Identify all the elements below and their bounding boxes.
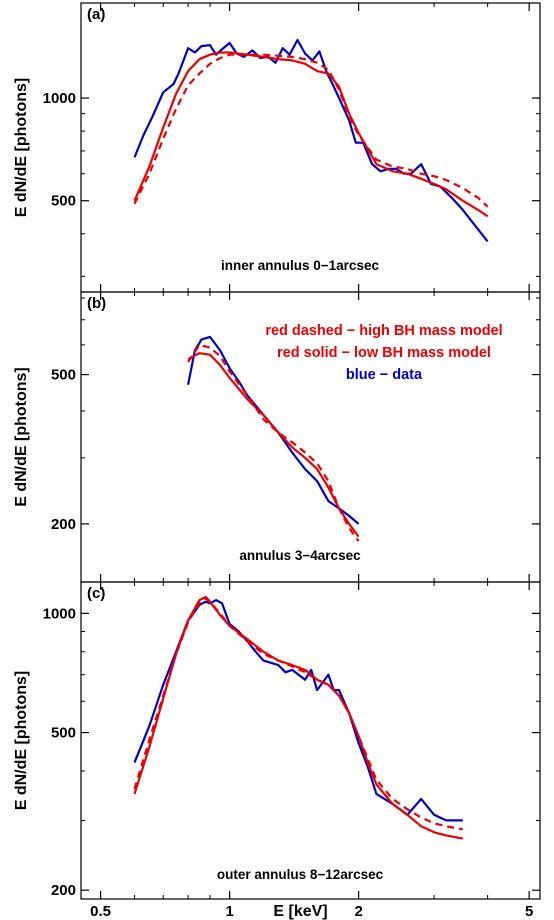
plot-frame xyxy=(80,581,541,900)
series-line-low-bh-mass-model xyxy=(187,352,360,538)
panel-label: (c) xyxy=(87,585,105,602)
panel-3: 0.5 1 2 5 200 500 1000 (c) outer annulus 8−12arc… xyxy=(13,581,541,920)
y-tick-label: 200 xyxy=(51,516,76,533)
panel-annotation: inner annulus 0−1arcsec xyxy=(221,258,379,273)
y-axis-label: E dN/dE [photons] xyxy=(13,78,30,218)
y-tick-label: 500 xyxy=(51,725,76,742)
y-tick-label: 200 xyxy=(51,882,76,899)
panel-1: 500 1000 (a) inner annulus 0−1arcsec E dN/dE… xyxy=(13,2,541,293)
x-axis-label: E [keV] xyxy=(273,903,327,920)
panel-annotation: outer annulus 8−12arcsec xyxy=(217,867,384,882)
legend-entry: blue − data xyxy=(346,367,423,383)
legend-entry: red dashed − high BH mass model xyxy=(265,323,502,339)
y-tick-label: 1000 xyxy=(43,90,76,107)
series-line-high-bh-mass-model xyxy=(133,597,463,831)
y-tick-label: 500 xyxy=(51,193,76,210)
series-line-low-bh-mass-model xyxy=(133,51,489,218)
y-axis-label: E dN/dE [photons] xyxy=(13,367,30,507)
x-tick-label: 2 xyxy=(354,903,362,920)
y-tick-label: 1000 xyxy=(43,605,76,622)
plot-frame xyxy=(80,2,541,293)
panel-label: (a) xyxy=(87,6,105,23)
y-tick-label: 500 xyxy=(51,367,76,384)
x-tick-label: 0.5 xyxy=(90,903,111,920)
series-line-data xyxy=(133,598,463,822)
x-tick-label: 5 xyxy=(525,903,533,920)
legend-entry: red solid − low BH mass model xyxy=(277,345,491,361)
panel-annotation: annulus 3−4arcsec xyxy=(239,548,361,563)
panel-label: (b) xyxy=(87,295,106,312)
series-line-low-bh-mass-model xyxy=(133,595,464,840)
series-line-high-bh-mass-model xyxy=(187,343,360,542)
x-tick-label: 1 xyxy=(225,903,233,920)
y-axis-label: E dN/dE [photons] xyxy=(13,671,30,811)
series-line-high-bh-mass-model xyxy=(133,53,489,208)
panel-2: 200 500 (b) annulus 3−4arcsec red dashed − h… xyxy=(13,291,541,583)
